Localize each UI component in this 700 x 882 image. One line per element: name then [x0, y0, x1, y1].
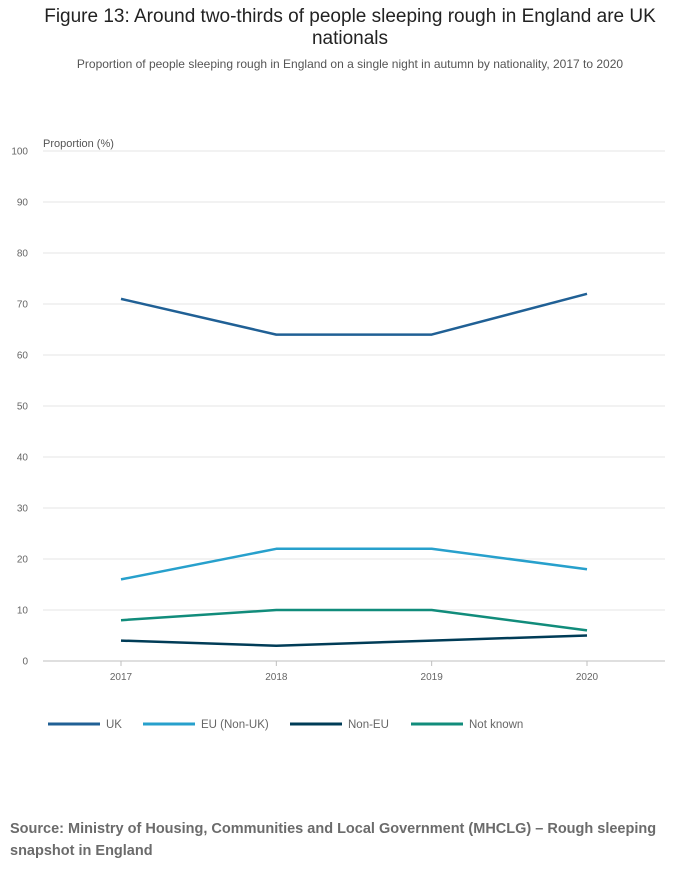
y-tick-label: 80: [17, 249, 29, 260]
y-tick-label: 20: [17, 555, 29, 566]
legend-label: UK: [106, 719, 122, 731]
y-tick-label: 100: [11, 147, 28, 158]
series-line-not-known: [120, 608, 588, 632]
series-line-non-eu: [120, 634, 588, 647]
legend-item-uk: UK: [48, 719, 122, 731]
x-tick-label: 2019: [421, 672, 444, 683]
source-note: Source: Ministry of Housing, Communities…: [10, 821, 657, 859]
legend-label: Not known: [469, 719, 523, 731]
y-tick-label: 90: [17, 198, 29, 209]
x-tick-label: 2020: [576, 672, 599, 683]
y-tick-label: 40: [17, 453, 29, 464]
x-tick-label: 2018: [265, 672, 288, 683]
gridlines: [43, 150, 665, 611]
line-chart: 0 10 20 30 40 50 60 70 80 90 100 Proportion (%) 20…: [11, 138, 665, 731]
y-axis-ticks: 0 10 20 30 40 50 60 70 80 90 100: [11, 147, 28, 668]
legend-item-not-known: Not known: [411, 719, 523, 731]
chart-subtitle: Proportion of people sleeping rough in E…: [76, 57, 624, 71]
series-lines: [120, 292, 588, 647]
y-tick-label: 10: [17, 606, 29, 617]
y-axis-label: Proportion (%): [43, 138, 114, 150]
x-axis: 2017 2018 2019 2020: [43, 660, 665, 683]
x-tick-label: 2017: [110, 672, 133, 683]
series-line-eu-non-uk: [120, 547, 588, 581]
y-tick-label: 60: [17, 351, 29, 362]
series-line-uk: [120, 292, 588, 336]
legend-label: EU (Non-UK): [201, 719, 269, 731]
y-tick-label: 50: [17, 402, 29, 413]
legend-item-non-eu: Non-EU: [290, 719, 389, 731]
legend-label: Non-EU: [348, 719, 389, 731]
y-tick-label: 70: [17, 300, 29, 311]
legend: UK EU (Non-UK) Non-EU Not known: [48, 719, 523, 731]
y-tick-label: 0: [22, 657, 28, 668]
chart-title: Figure 13: Around two-thirds of people s…: [44, 6, 656, 49]
y-tick-label: 30: [17, 504, 29, 515]
legend-item-eu-non-uk: EU (Non-UK): [143, 719, 269, 731]
